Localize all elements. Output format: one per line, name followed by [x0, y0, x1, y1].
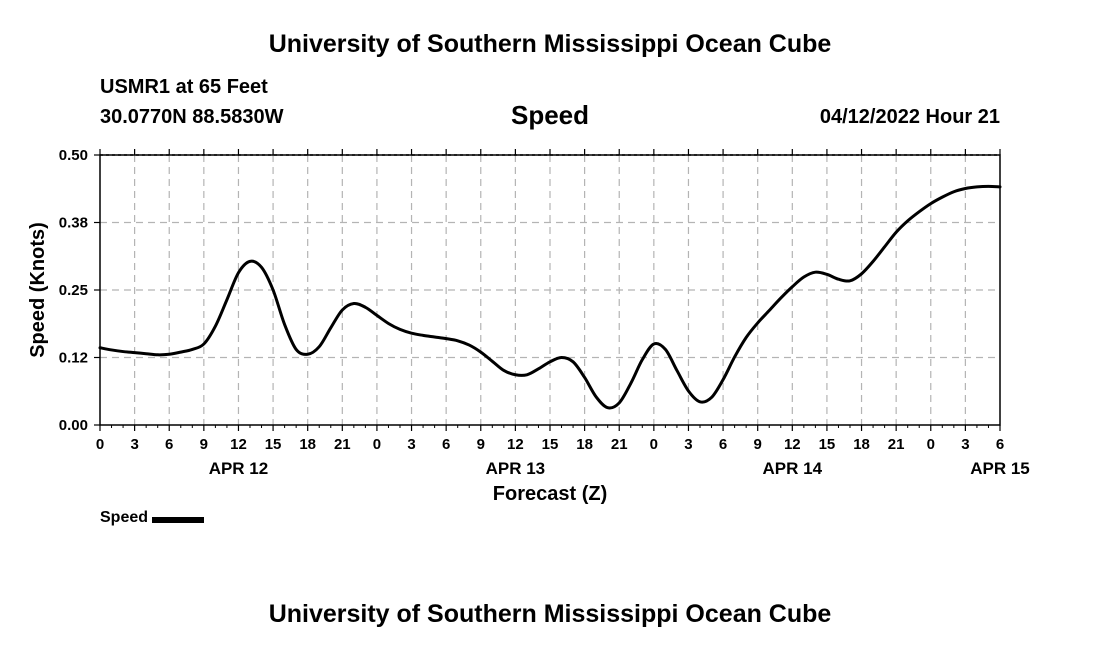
y-tick-label: 0.12 [59, 350, 88, 367]
x-tick-label: 18 [853, 436, 870, 453]
x-tick-label: 15 [265, 436, 282, 453]
x-tick-label: 6 [719, 436, 727, 453]
x-tick-label: 18 [576, 436, 593, 453]
chart-title: Speed [510, 100, 590, 130]
x-tick-label: 21 [611, 436, 628, 453]
axis-ticks [94, 149, 1001, 431]
axis-labels: 0 3 6 9 12 15 18 21 0 3 6 9 12 15 18 21 0 3 6 9 12 15 18 21 0 3 6 0… [59, 147, 1030, 478]
x-tick-label: 9 [754, 436, 762, 453]
legend: Speed [100, 509, 205, 527]
x-tick-label: 12 [784, 436, 801, 453]
grid [100, 154, 1000, 425]
y-axis-title: Speed (Knots) [27, 222, 49, 358]
x-tick-label: 6 [996, 436, 1004, 453]
x-tick-label: 18 [299, 436, 316, 453]
x-tick-label: 12 [507, 436, 524, 453]
page-title: University of Southern Mississippi Ocean… [268, 30, 832, 58]
x-tick-label: 9 [477, 436, 485, 453]
x-tick-label: 0 [927, 436, 935, 453]
x-tick-label: 3 [130, 436, 138, 453]
legend-swatch [152, 516, 205, 523]
date-label: APR 12 [209, 459, 269, 478]
x-tick-label: 3 [961, 436, 969, 453]
y-tick-label: 0.50 [59, 147, 88, 164]
station-coordinates: 30.0770N 88.5830W [100, 106, 284, 128]
x-tick-label: 15 [542, 436, 559, 453]
x-tick-label: 21 [888, 436, 905, 453]
date-label: APR 14 [763, 459, 823, 478]
x-tick-label: 6 [165, 436, 173, 453]
y-tick-label: 0.38 [59, 215, 88, 232]
forecast-timestamp: 04/12/2022 Hour 21 [819, 106, 1000, 128]
x-tick-label: 9 [200, 436, 208, 453]
station-label: USMR1 at 65 Feet [100, 76, 268, 98]
y-tick-label: 0.25 [59, 282, 88, 299]
x-tick-label: 0 [373, 436, 381, 453]
y-tick-label: 0.00 [59, 417, 88, 434]
footer-title: University of Southern Mississippi Ocean… [268, 600, 832, 628]
x-tick-label: 3 [684, 436, 692, 453]
x-tick-label: 0 [650, 436, 658, 453]
date-label: APR 13 [486, 459, 546, 478]
x-axis-title: Forecast (Z) [493, 483, 607, 505]
x-tick-label: 12 [230, 436, 247, 453]
x-tick-label: 6 [442, 436, 450, 453]
x-tick-label: 0 [96, 436, 104, 453]
series-line-speed [98, 184, 1002, 410]
legend-label: Speed [100, 509, 149, 526]
date-label: APR 15 [970, 459, 1030, 478]
x-tick-label: 3 [407, 436, 415, 453]
x-tick-label: 21 [334, 436, 351, 453]
x-tick-label: 15 [819, 436, 836, 453]
